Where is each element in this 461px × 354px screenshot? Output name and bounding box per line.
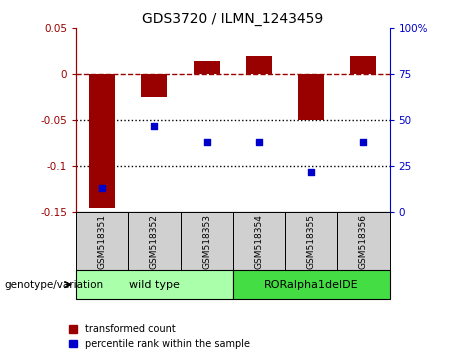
Text: GSM518355: GSM518355 [307, 214, 316, 269]
Bar [194, 61, 220, 74]
Text: GSM518356: GSM518356 [359, 214, 368, 269]
Bar [337, 212, 390, 271]
Bar [298, 74, 324, 120]
Bar [128, 212, 181, 271]
Point [203, 139, 210, 145]
Bar [233, 212, 285, 271]
Text: GSM518354: GSM518354 [254, 214, 263, 269]
Bar [233, 270, 390, 299]
Text: GSM518353: GSM518353 [202, 214, 211, 269]
Point [360, 139, 367, 145]
Bar [285, 212, 337, 271]
Point [99, 185, 106, 191]
Bar [76, 270, 233, 299]
Legend: transformed count, percentile rank within the sample: transformed count, percentile rank withi… [70, 324, 250, 349]
Bar [350, 56, 377, 74]
Point [151, 123, 158, 129]
Text: GSM518352: GSM518352 [150, 214, 159, 269]
Point [307, 169, 315, 175]
Text: genotype/variation: genotype/variation [5, 280, 104, 290]
Bar [246, 56, 272, 74]
Point [255, 139, 263, 145]
Bar [142, 74, 167, 97]
Bar [76, 212, 128, 271]
Text: RORalpha1delDE: RORalpha1delDE [264, 280, 359, 290]
Bar [89, 74, 115, 208]
Text: wild type: wild type [129, 280, 180, 290]
Text: GSM518351: GSM518351 [98, 214, 106, 269]
Bar [181, 212, 233, 271]
Title: GDS3720 / ILMN_1243459: GDS3720 / ILMN_1243459 [142, 12, 324, 26]
